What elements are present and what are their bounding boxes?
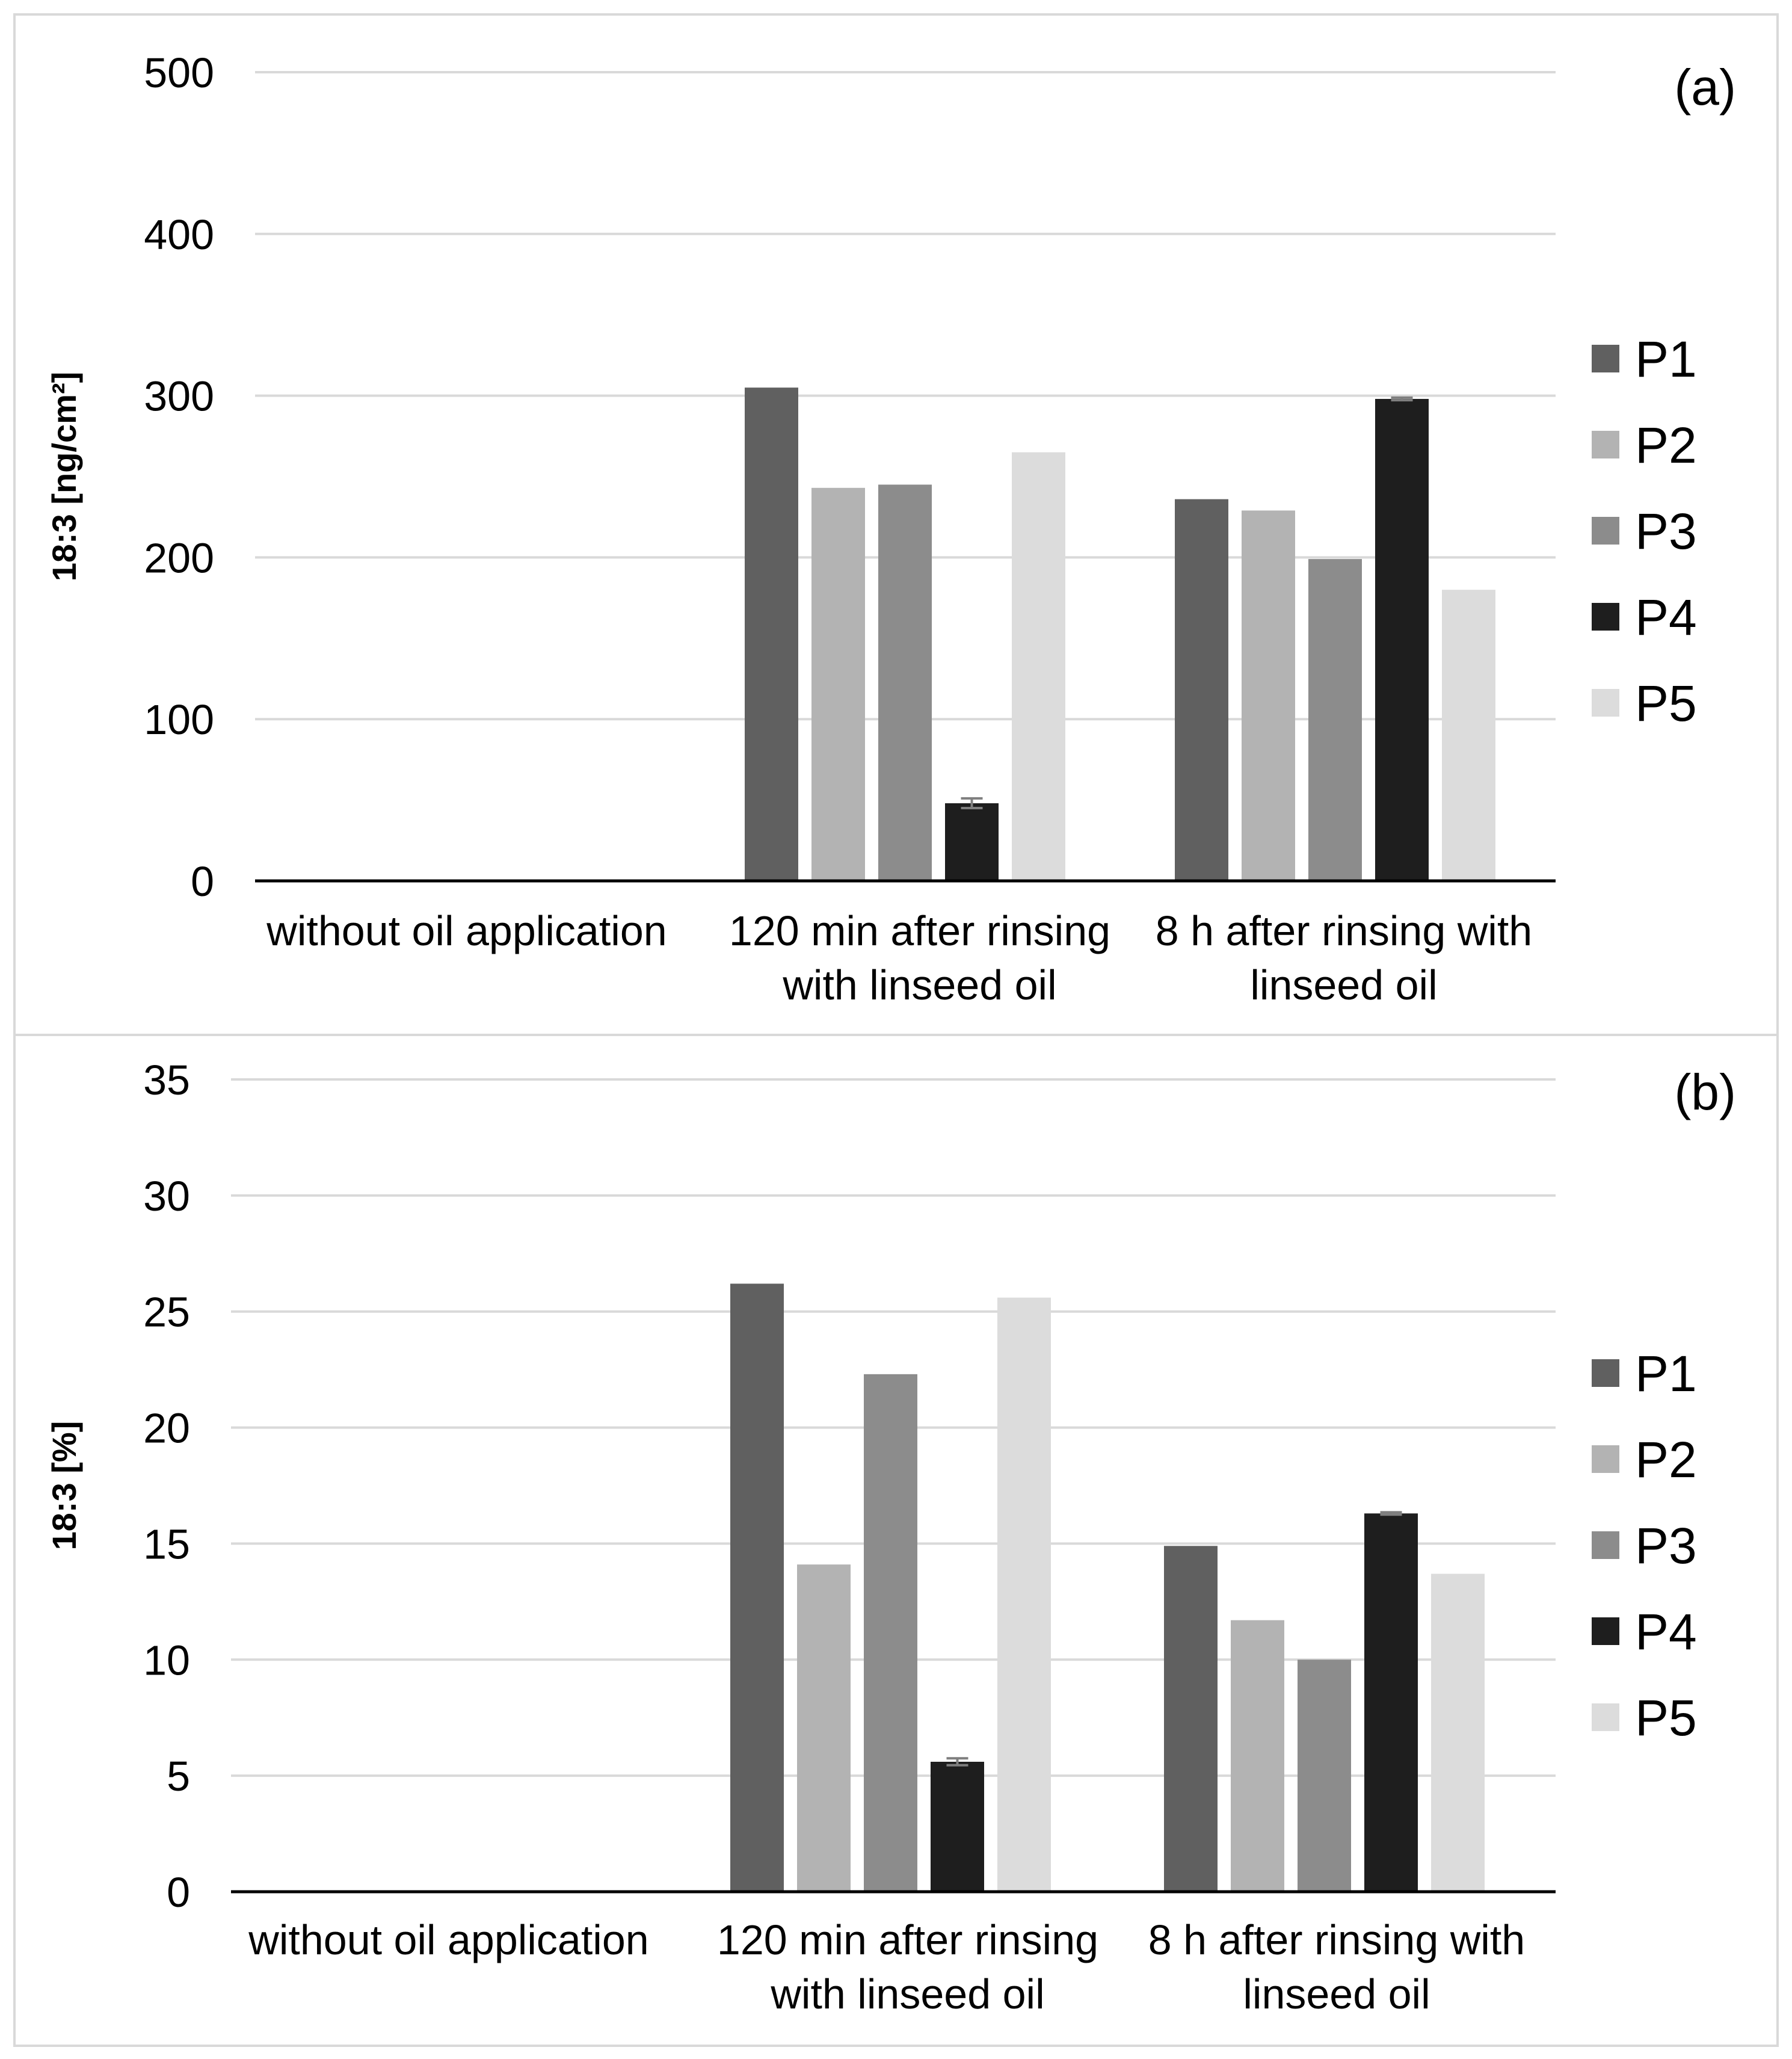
legend-label-p3: P3 [1635,503,1697,560]
bar-p5 [1012,452,1065,881]
chart-panel-a: 0 100 200 300 400 500 without oil application 1… [13,13,1779,1036]
chart-a: 0 100 200 300 400 500 without oil application 1… [45,49,1736,1008]
legend-swatch-p1 [1592,1359,1619,1387]
bar-p1 [1175,499,1228,881]
legend-label-p2: P2 [1635,417,1697,474]
y-tick-label: 0 [167,1869,190,1916]
x-category-label: linseed oil [1243,1971,1430,2017]
y-tick-label: 400 [144,211,214,258]
y-tick-label: 5 [167,1753,190,1800]
legend-swatch-p4 [1592,603,1619,631]
y-tick-label: 500 [144,49,214,96]
bar-p2 [1242,510,1295,881]
legend-swatch-p3 [1592,1531,1619,1559]
legend-label-p4: P4 [1635,589,1697,646]
panel-label: (b) [1674,1064,1736,1120]
bar-p1 [745,387,798,881]
y-axis-label: 18:3 [ng/cm²] [45,372,83,582]
y-axis-label: 18:3 [%] [45,1421,83,1551]
bar-p2 [1231,1620,1284,1892]
x-category-label: with linseed oil [782,962,1056,1008]
y-tick-label: 30 [143,1173,190,1220]
x-category-label: 120 min after rinsing [717,1916,1098,1963]
bar-p3 [1308,559,1362,881]
y-tick-label: 35 [143,1057,190,1104]
legend-swatch-p3 [1592,517,1619,545]
x-category-label: without oil application [266,907,667,954]
y-tick-label: 10 [143,1637,190,1684]
chart-panel-b: 0 5 10 15 20 25 30 35 without oil application 120… [13,1034,1779,2047]
legend-label-p1: P1 [1635,1345,1697,1402]
chart-b: 0 5 10 15 20 25 30 35 without oil application 120… [45,1057,1736,2017]
y-tick-label: 100 [144,696,214,743]
y-tick-label: 15 [143,1520,190,1567]
bar-p3 [1298,1659,1351,1892]
legend-swatch-p2 [1592,1445,1619,1473]
bar-p3 [878,484,932,881]
bar-p4 [931,1762,984,1892]
bar-p4 [1375,398,1429,881]
legend-label-p2: P2 [1635,1431,1697,1488]
legend-label-p5: P5 [1635,1690,1697,1746]
y-tick-label: 200 [144,534,214,581]
panel-label: (a) [1674,59,1736,116]
x-category-label: without oil application [248,1916,648,1963]
bar-p4 [1364,1513,1418,1892]
legend-label-p5: P5 [1635,675,1697,732]
legend-swatch-p4 [1592,1617,1619,1645]
y-tick-label: 25 [143,1289,190,1336]
bar-p5 [1431,1573,1485,1892]
x-category-label: linseed oil [1250,962,1437,1008]
x-category-label: with linseed oil [770,1971,1044,2017]
legend-label-p3: P3 [1635,1517,1697,1574]
legend-swatch-p5 [1592,689,1619,717]
x-category-label: 120 min after rinsing [729,907,1110,954]
bar-p2 [811,487,865,881]
legend-label-p1: P1 [1635,331,1697,387]
bar-p5 [1442,590,1495,881]
x-category-label: 8 h after rinsing with [1156,907,1532,954]
bar-p4 [945,803,999,881]
bar-p5 [997,1297,1051,1892]
y-tick-label: 0 [191,858,214,905]
bar-p1 [1164,1546,1218,1892]
legend-label-p4: P4 [1635,1604,1697,1660]
bar-p3 [864,1374,917,1892]
legend-swatch-p5 [1592,1703,1619,1731]
legend-swatch-p2 [1592,431,1619,458]
bar-p2 [797,1564,851,1892]
y-tick-label: 20 [143,1405,190,1452]
y-tick-label: 300 [144,373,214,420]
bar-p1 [730,1283,784,1892]
x-category-label: 8 h after rinsing with [1148,1916,1525,1963]
legend-swatch-p1 [1592,345,1619,372]
